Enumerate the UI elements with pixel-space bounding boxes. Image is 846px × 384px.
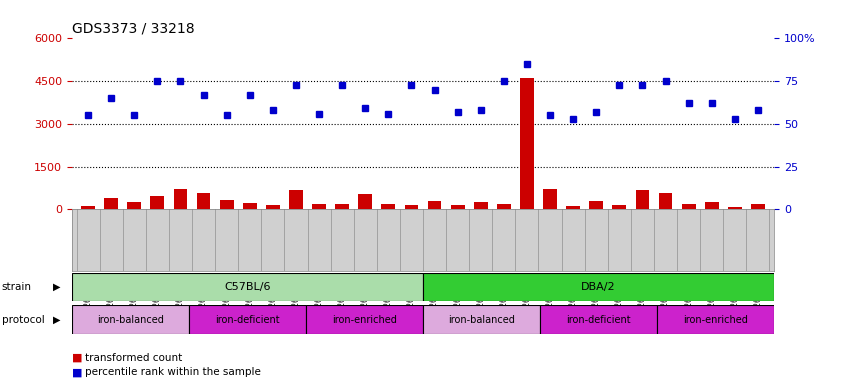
Text: iron-enriched: iron-enriched bbox=[332, 314, 397, 325]
Bar bbox=[474, 202, 487, 209]
Bar bbox=[382, 204, 395, 209]
Bar bbox=[705, 202, 718, 209]
Bar bbox=[243, 203, 256, 209]
Bar bbox=[497, 204, 511, 209]
Bar bbox=[81, 206, 95, 209]
Bar bbox=[359, 194, 372, 209]
Bar bbox=[728, 207, 742, 209]
FancyBboxPatch shape bbox=[657, 305, 774, 334]
Bar bbox=[196, 193, 211, 209]
FancyBboxPatch shape bbox=[72, 273, 423, 301]
Text: C57BL/6: C57BL/6 bbox=[224, 282, 271, 292]
Bar bbox=[104, 199, 118, 209]
Text: ▶: ▶ bbox=[53, 314, 61, 325]
Text: ■: ■ bbox=[72, 367, 82, 377]
Text: transformed count: transformed count bbox=[85, 353, 182, 363]
Bar bbox=[451, 205, 464, 209]
Text: DBA/2: DBA/2 bbox=[581, 282, 616, 292]
Bar bbox=[289, 190, 303, 209]
FancyBboxPatch shape bbox=[540, 305, 657, 334]
Bar bbox=[590, 201, 603, 209]
Text: strain: strain bbox=[2, 282, 31, 292]
Bar bbox=[635, 190, 650, 209]
Bar bbox=[335, 204, 349, 209]
Bar bbox=[266, 205, 280, 209]
Text: iron-balanced: iron-balanced bbox=[97, 314, 164, 325]
Bar bbox=[520, 78, 534, 209]
Bar bbox=[220, 200, 233, 209]
Bar bbox=[658, 193, 673, 209]
FancyBboxPatch shape bbox=[306, 305, 423, 334]
Bar bbox=[427, 201, 442, 209]
Text: percentile rank within the sample: percentile rank within the sample bbox=[85, 367, 261, 377]
Bar bbox=[682, 204, 695, 209]
Bar bbox=[543, 189, 557, 209]
Bar bbox=[404, 205, 419, 209]
Text: GDS3373 / 33218: GDS3373 / 33218 bbox=[72, 22, 195, 36]
FancyBboxPatch shape bbox=[72, 305, 189, 334]
Bar bbox=[751, 204, 765, 209]
FancyBboxPatch shape bbox=[189, 305, 306, 334]
Bar bbox=[173, 189, 188, 209]
Text: ■: ■ bbox=[72, 353, 82, 363]
FancyBboxPatch shape bbox=[423, 273, 774, 301]
Text: iron-enriched: iron-enriched bbox=[683, 314, 748, 325]
Text: ▶: ▶ bbox=[53, 282, 61, 292]
Bar bbox=[151, 197, 164, 209]
Bar bbox=[128, 202, 141, 209]
Bar bbox=[566, 206, 580, 209]
Bar bbox=[312, 204, 326, 209]
Text: iron-balanced: iron-balanced bbox=[448, 314, 515, 325]
Text: iron-deficient: iron-deficient bbox=[215, 314, 280, 325]
Text: protocol: protocol bbox=[2, 314, 45, 325]
FancyBboxPatch shape bbox=[423, 305, 540, 334]
Text: iron-deficient: iron-deficient bbox=[566, 314, 631, 325]
Bar bbox=[613, 205, 626, 209]
